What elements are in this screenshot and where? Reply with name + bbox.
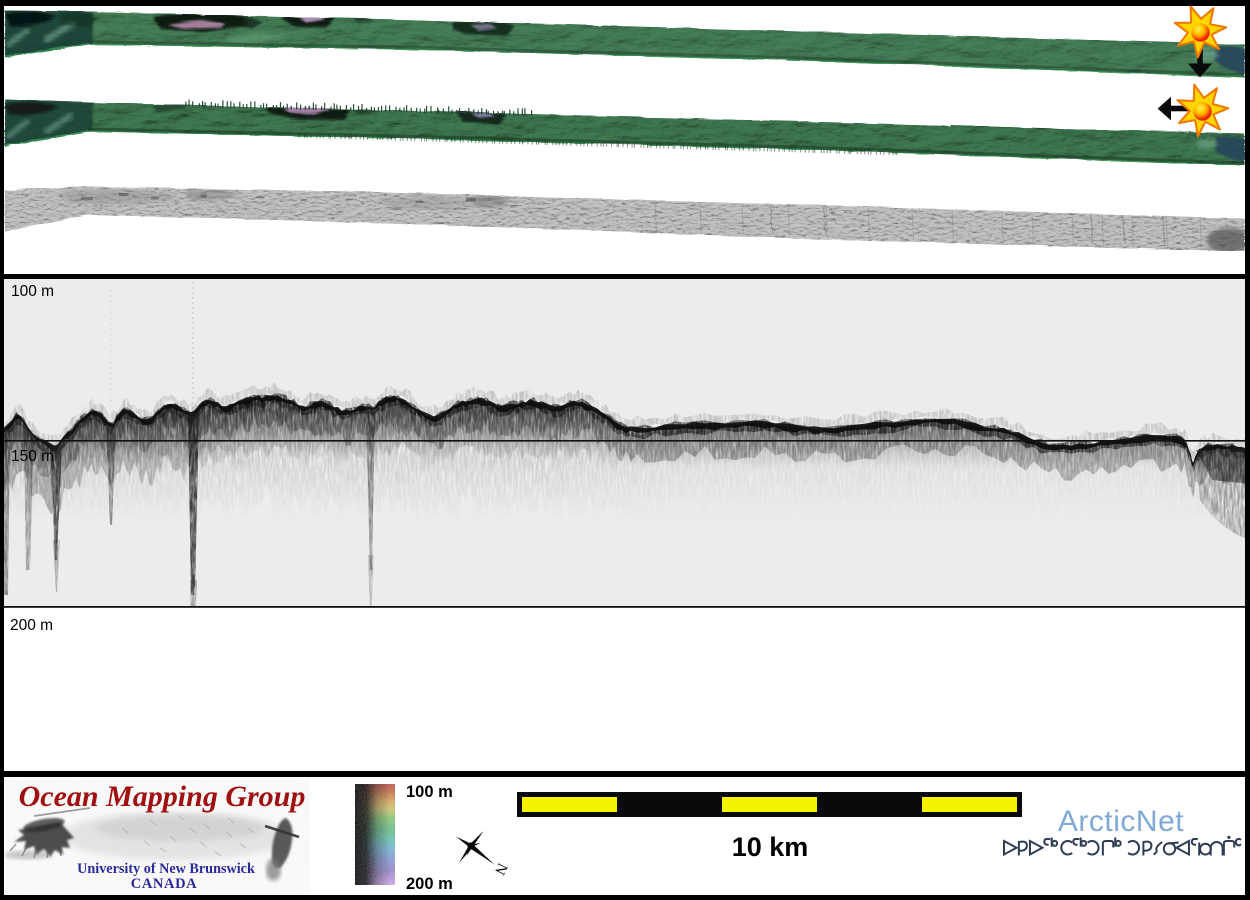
svg-text:100 m: 100 m	[11, 283, 54, 300]
svg-text:Ocean Mapping Group: Ocean Mapping Group	[19, 780, 306, 813]
svg-text:200 m: 200 m	[10, 617, 53, 634]
svg-text:CANADA: CANADA	[131, 876, 197, 892]
svg-text:N: N	[491, 860, 510, 877]
svg-text:100 m: 100 m	[406, 783, 453, 801]
svg-text:University of New Brunswick: University of New Brunswick	[77, 861, 255, 877]
svg-text:150 m: 150 m	[11, 448, 54, 465]
svg-text:200 m: 200 m	[406, 875, 453, 893]
svg-text:ArcticNet: ArcticNet	[1058, 805, 1184, 838]
svg-text:10 km: 10 km	[732, 832, 809, 862]
